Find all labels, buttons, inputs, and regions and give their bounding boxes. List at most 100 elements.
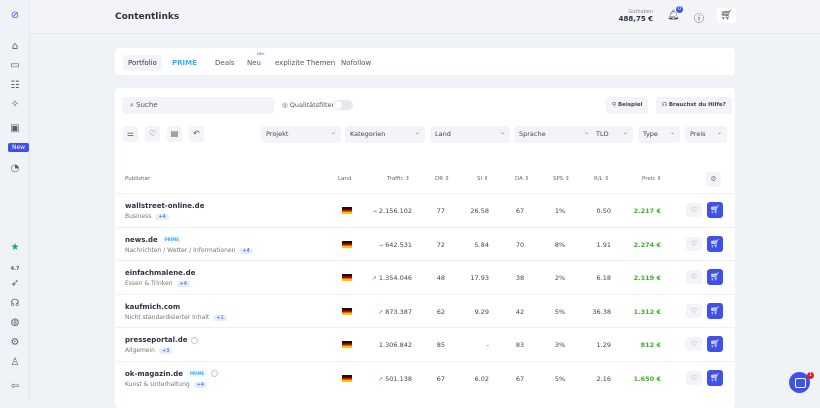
new-badge[interactable]: New [8, 143, 30, 152]
undo-icon[interactable]: ↶ [189, 126, 204, 142]
column-header[interactable]: Traffic ⇕ [387, 176, 410, 182]
price-cell: 1.312 € [633, 307, 661, 316]
document-icon[interactable]: ◔ [10, 163, 20, 174]
column-header[interactable]: Preis ⇕ [642, 176, 662, 182]
tab-neu[interactable]: Neu [247, 59, 261, 67]
column-header-label: DA [515, 176, 523, 182]
info-icon[interactable] [191, 336, 199, 344]
table-row[interactable]: wallstreet-online.de Business +4 → 2.156.1… [115, 193, 735, 227]
column-header[interactable]: SI ⇕ [477, 176, 488, 182]
tab-prime[interactable]: PRIME [172, 59, 197, 67]
info-icon[interactable] [211, 370, 219, 377]
settings-icon[interactable]: ⚙ [10, 337, 20, 348]
tab-deals[interactable]: Deals [215, 59, 235, 67]
favorite-button[interactable]: ♡ [686, 370, 702, 385]
project-dropdown[interactable]: Projekt ⌄ [261, 126, 341, 143]
add-to-cart-button[interactable]: 🛒︎ [707, 336, 723, 352]
table-row[interactable]: einfachmalene.de Essen & Trinken +4 ↗ 1.35… [115, 260, 735, 294]
tabs-card: Portfolio PRIME Deals Neu NEU explizite … [115, 48, 735, 75]
tab-nofollow[interactable]: Nofollow [341, 59, 372, 67]
add-to-cart-button[interactable]: 🛒︎ [707, 235, 723, 252]
settings-sliders-icon[interactable]: ⚌ [123, 126, 138, 142]
table-row[interactable]: presseportal.de Allgemein +3 1.306.842 85… [115, 327, 735, 361]
more-categories-badge[interactable]: +4 [193, 381, 208, 388]
logout-icon[interactable]: ⇦ [10, 381, 20, 392]
help-button[interactable]: ☊ Brauchst du Hilfe? [656, 97, 732, 114]
search-input[interactable]: ⌕ Suche [122, 97, 274, 114]
categories-dropdown[interactable]: Kategorien ⌄ [345, 126, 425, 143]
cart-icon[interactable]: 🛒︎ [717, 8, 736, 23]
publisher-name[interactable]: news.de PRIME [125, 235, 183, 244]
chevron-down-icon: ⌄ [414, 129, 420, 136]
sort-icon: ⇕ [524, 176, 530, 182]
language-dropdown[interactable]: Sprache ⌄ [514, 126, 594, 143]
quality-filter-toggle[interactable] [333, 100, 353, 110]
si-cell: 5.84 [474, 240, 489, 249]
sparkle-icon[interactable]: ✧ [10, 99, 20, 110]
rating: 4.7 [10, 266, 20, 272]
category-label: Nicht standardisierter Inhalt [125, 313, 210, 321]
more-categories-badge[interactable]: +4 [155, 214, 169, 220]
publisher-name[interactable]: ok-magazin.de PRIME [125, 370, 219, 378]
help-icon[interactable]: ⓘ [694, 14, 704, 25]
publisher-domain: news.de [125, 235, 158, 244]
bell-icon[interactable]: 🔔︎ [667, 10, 680, 21]
price-dropdown[interactable]: Preis ⌄ [685, 126, 727, 143]
tld-dropdown[interactable]: TLD ⌄ [591, 126, 633, 143]
table-row[interactable]: ok-magazin.de PRIME Kunst & Unterhaltung +… [115, 360, 735, 395]
headset-icon[interactable]: ☊ [10, 298, 20, 309]
chart-icon[interactable]: ▣ [10, 123, 20, 134]
traffic-cell: → 2.156.102 [372, 207, 412, 215]
publisher-name[interactable]: kaufmich.com [125, 303, 180, 311]
heart-icon[interactable]: ♡ [145, 126, 160, 142]
dr-cell: 85 [436, 341, 445, 349]
column-header[interactable]: DR ⇕ [435, 176, 449, 182]
tab-explicit-topics[interactable]: explizite Themen [275, 59, 336, 67]
more-categories-badge[interactable]: +4 [239, 247, 253, 254]
dr-cell: 77 [436, 207, 445, 215]
table-row[interactable]: news.de PRIME Nachrichten / Wetter / Info… [115, 226, 735, 261]
favorite-button[interactable]: ♡ [686, 303, 702, 318]
country-dropdown[interactable]: Land ⌄ [430, 126, 510, 143]
publisher-name[interactable]: wallstreet-online.de [125, 202, 204, 210]
type-dropdown[interactable]: Type ⌄ [638, 126, 680, 143]
traffic-cell: ↗ 501.138 [378, 375, 412, 383]
table-row[interactable]: kaufmich.com Nicht standardisierter Inha… [115, 293, 735, 328]
favorite-button[interactable]: ♡ [686, 236, 702, 251]
si-cell: - [486, 341, 489, 349]
user-icon[interactable]: ♙ [10, 357, 20, 368]
column-header-label: R/L [594, 176, 603, 182]
home-icon[interactable]: ⌂ [11, 41, 19, 52]
example-label: Beispiel [617, 102, 643, 108]
rocket-icon[interactable]: ➶ [10, 278, 20, 289]
favorite-button[interactable]: ♡ [686, 270, 702, 284]
more-categories-badge[interactable]: +4 [176, 281, 190, 287]
favorite-button[interactable]: ♡ [686, 203, 702, 217]
column-header[interactable]: DA ⇕ [515, 176, 529, 182]
example-button[interactable]: ⚲ Beispiel [606, 97, 649, 114]
folder-icon[interactable]: ▭ [10, 60, 20, 71]
column-header[interactable]: SPS ⇕ [553, 176, 570, 182]
traffic-value: 1.306.842 [378, 341, 412, 349]
publisher-category: Kunst & Unterhaltung +4 [125, 381, 208, 388]
add-to-cart-button[interactable]: 🛒︎ [707, 302, 723, 319]
sps-cell: 1% [554, 207, 566, 215]
publisher-name[interactable]: einfachmalene.de [125, 269, 195, 277]
publisher-name[interactable]: presseportal.de [125, 336, 199, 344]
tab-portfolio[interactable]: Portfolio [123, 55, 162, 71]
more-categories-badge[interactable]: +1 [213, 314, 227, 321]
save-icon[interactable]: ▤ [167, 126, 182, 142]
dr-cell: 67 [436, 374, 445, 383]
chat-button[interactable] [789, 372, 810, 393]
add-to-cart-button[interactable]: 🛒︎ [707, 269, 723, 285]
globe-icon[interactable]: ◍ [10, 317, 20, 328]
column-settings-icon[interactable]: ⚙ [706, 172, 721, 187]
favorite-button[interactable]: ♡ [686, 337, 702, 351]
more-categories-badge[interactable]: +3 [158, 348, 173, 354]
column-header[interactable]: R/L ⇕ [594, 176, 609, 182]
add-to-cart-button[interactable]: 🛒︎ [707, 369, 723, 386]
list-icon[interactable]: ☷ [10, 80, 20, 91]
logo-icon[interactable]: ⊘ [10, 10, 20, 21]
add-to-cart-button[interactable]: 🛒︎ [707, 202, 723, 218]
notification-badge: 0 [676, 6, 683, 13]
